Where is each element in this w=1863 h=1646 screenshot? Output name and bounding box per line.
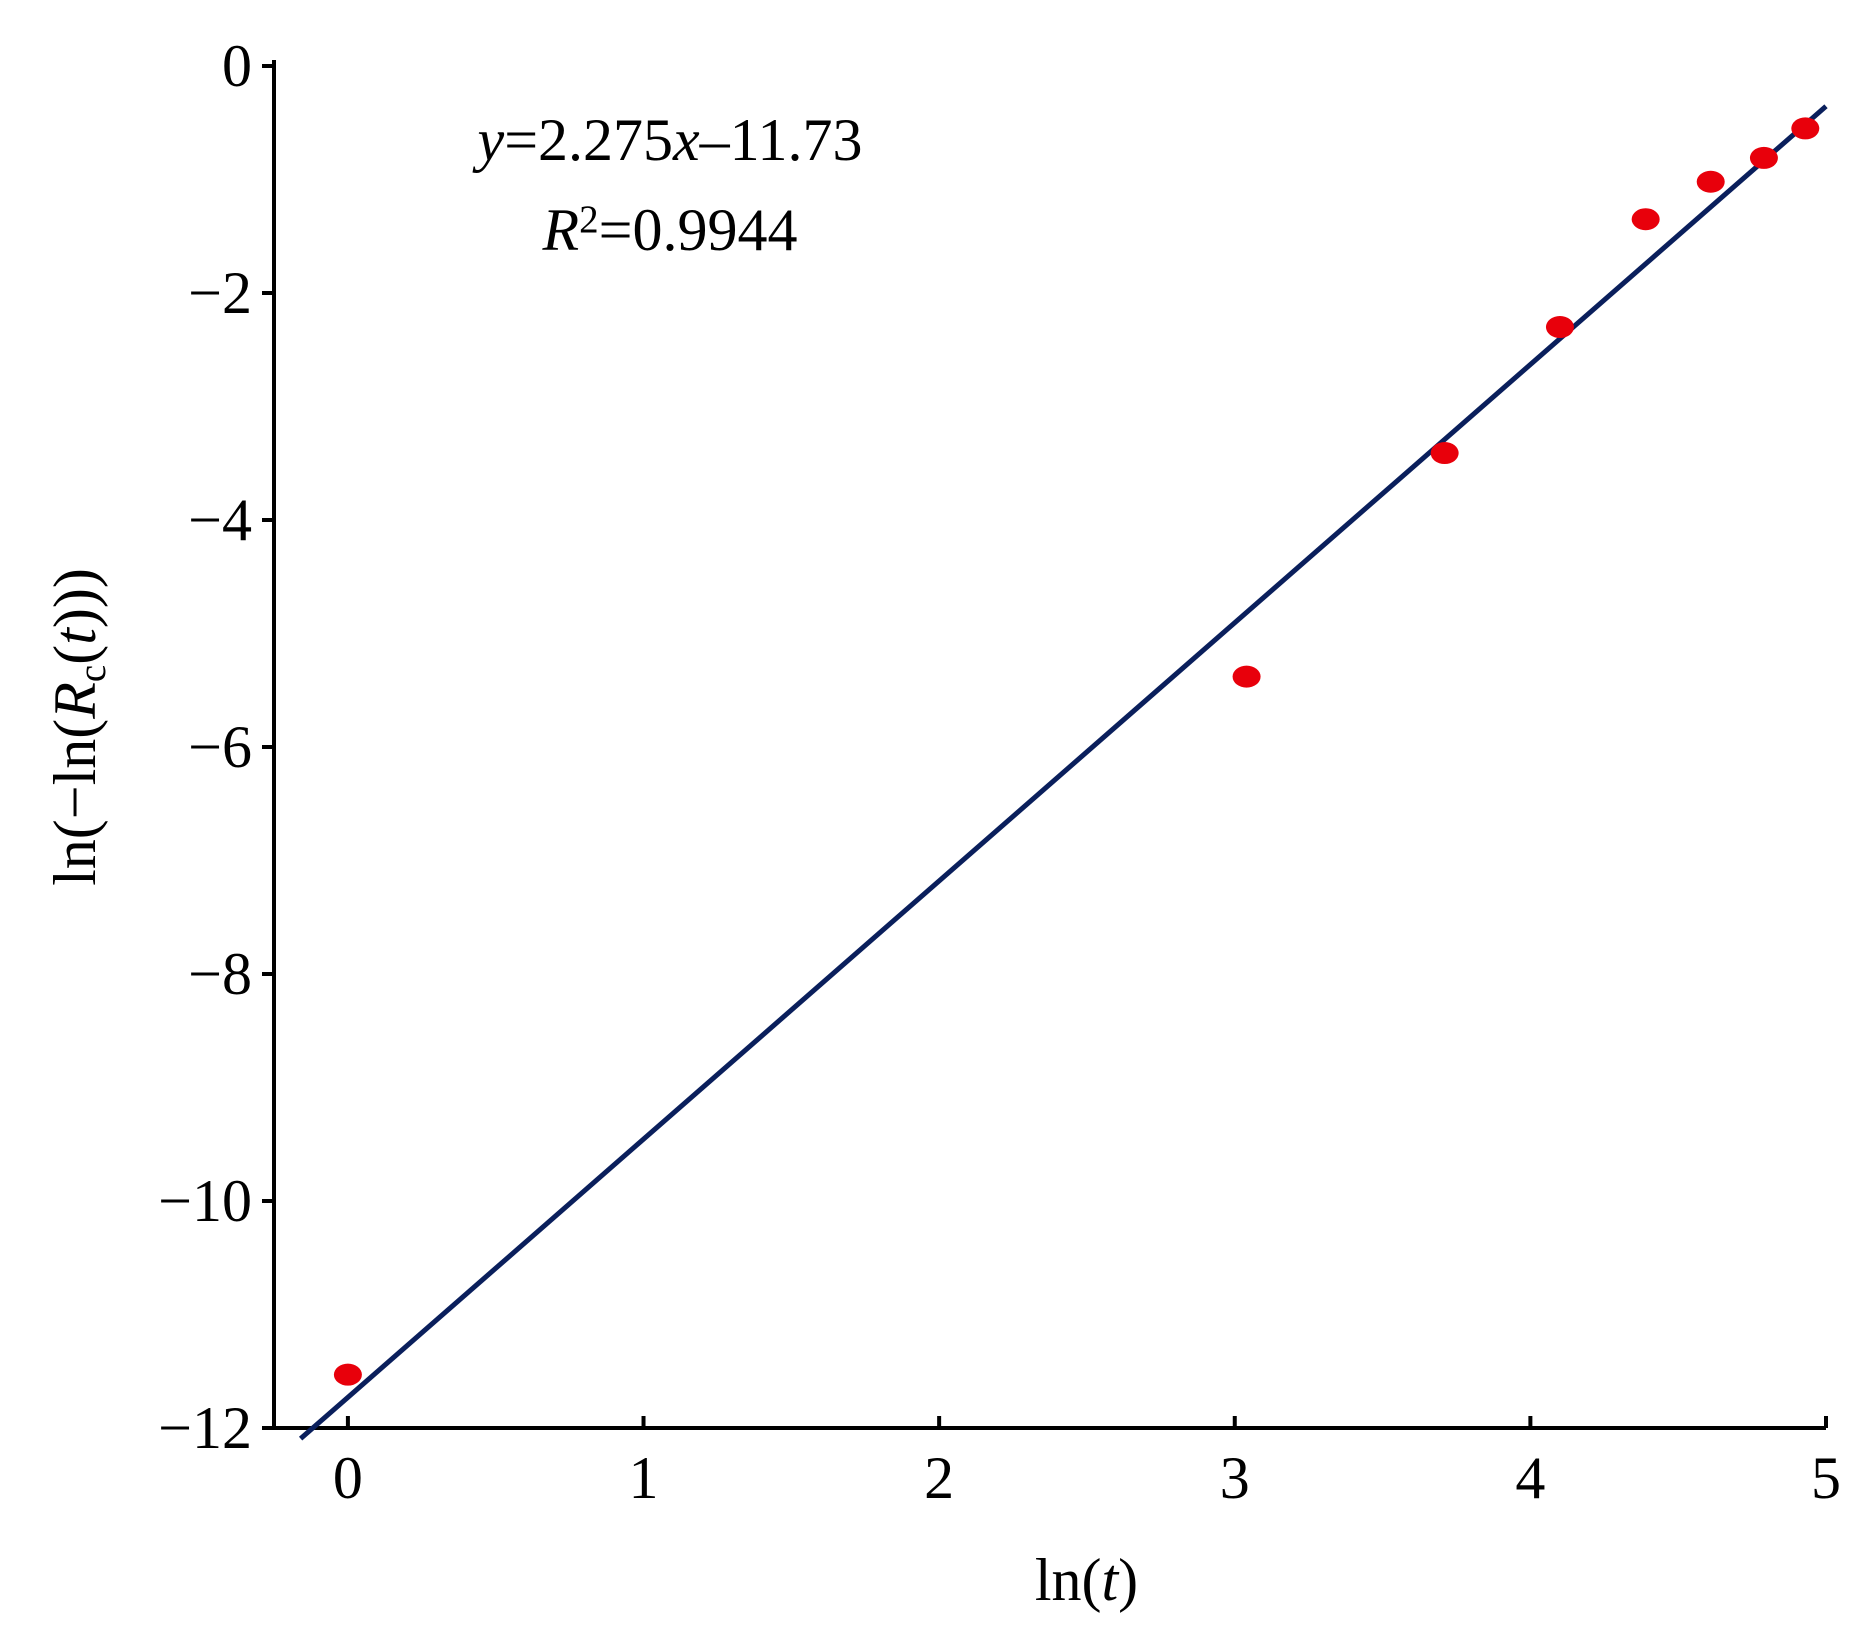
text-run: y — [472, 107, 505, 173]
x-tick-label: 0 — [333, 1445, 363, 1511]
text-run: ) — [1118, 1547, 1138, 1613]
y-tick-label: −2 — [188, 260, 252, 326]
y-axis-label: ln(−ln(Rc(t))) — [42, 568, 114, 886]
text-run: –11.73 — [699, 107, 863, 173]
text-run: ))) — [42, 568, 108, 628]
data-point — [1696, 170, 1725, 193]
y-tick-label: −10 — [158, 1168, 252, 1234]
text-run: =2.275 — [504, 107, 673, 173]
y-tick-label: −12 — [158, 1395, 252, 1461]
text-run: 2 — [579, 198, 599, 241]
data-point — [1545, 316, 1574, 339]
fit-line — [298, 104, 1828, 1441]
text-run: c — [71, 665, 114, 682]
text-run: x — [672, 107, 700, 173]
x-tick-label: 1 — [629, 1445, 659, 1511]
text-run: t — [1102, 1547, 1120, 1613]
text-run: ln( — [1035, 1547, 1102, 1613]
data-point — [1791, 117, 1820, 140]
text-run: t — [42, 627, 108, 645]
r-squared: R2=0.9944 — [542, 197, 798, 263]
data-point — [1232, 665, 1261, 688]
x-tick-label: 4 — [1515, 1445, 1545, 1511]
x-tick-label: 2 — [924, 1445, 954, 1511]
x-tick-label: 3 — [1220, 1445, 1250, 1511]
y-tick-label: −4 — [188, 487, 252, 553]
y-tick-label: −8 — [188, 941, 252, 1007]
y-tick-label: 0 — [222, 33, 252, 99]
equation: y=2.275x–11.73 — [472, 107, 863, 173]
data-point — [333, 1363, 362, 1386]
x-tick-label: 5 — [1811, 1445, 1841, 1511]
text-run: R — [542, 197, 580, 263]
text-run: R — [42, 682, 108, 720]
text-run: =0.9944 — [599, 197, 798, 263]
text-run: ( — [42, 645, 108, 665]
data-point — [1749, 146, 1778, 169]
y-tick-label: −6 — [188, 714, 252, 780]
text-run: ln(−ln( — [42, 719, 108, 886]
data-point — [1631, 208, 1660, 231]
data-point — [1430, 442, 1459, 465]
x-axis-label: ln(t) — [1035, 1547, 1138, 1613]
